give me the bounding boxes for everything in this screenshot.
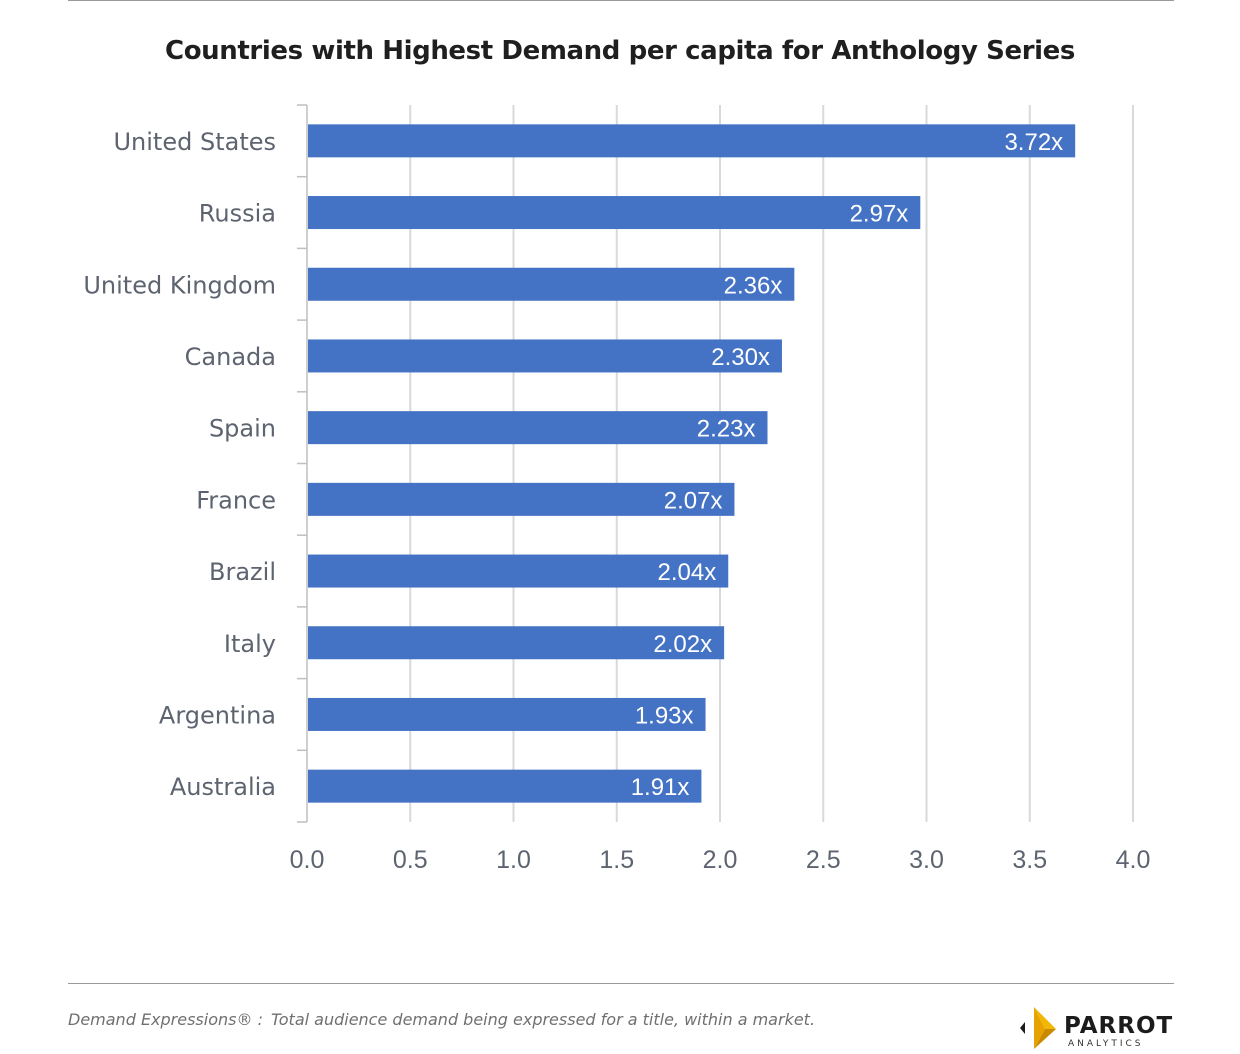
x-tick-label: 1.5 [599, 846, 634, 874]
category-label: Spain [209, 415, 276, 443]
category-label: Canada [185, 343, 276, 371]
top-rule [68, 0, 1174, 1]
category-labels: United States Russia United Kingdom Canada S… [83, 128, 276, 801]
data-label: 2.30x [711, 344, 770, 371]
data-label: 2.07x [664, 487, 723, 514]
data-label: 1.91x [631, 774, 690, 801]
bar [308, 124, 1076, 158]
bar [308, 411, 768, 445]
bar [308, 697, 706, 731]
bottom-rule [68, 983, 1174, 984]
category-label: Argentina [159, 701, 276, 729]
category-label: Russia [199, 200, 276, 228]
category-label: France [196, 486, 276, 514]
category-label: United States [113, 128, 276, 156]
footnote-term: Demand Expressions® : [68, 1010, 263, 1029]
y-axis [297, 104, 308, 823]
bar [308, 626, 725, 660]
bar [308, 196, 921, 230]
data-label: 2.97x [850, 201, 909, 228]
x-tick-label: 1.0 [496, 846, 531, 874]
data-label: 2.36x [724, 272, 783, 299]
category-label: Italy [224, 630, 276, 658]
bar-chart: 3.72x 2.97x 2.36x 2.30x 2.23x 2.07x 2.04x 2.02x… [83, 104, 1151, 874]
bar [308, 769, 702, 803]
parrot-analytics-logo: PARROT ANALYTICS [1012, 1003, 1182, 1053]
bar [308, 482, 735, 516]
category-label: Brazil [209, 558, 276, 586]
data-label: 1.93x [635, 702, 694, 729]
x-tick-label: 2.5 [806, 846, 841, 874]
bars: 3.72x 2.97x 2.36x 2.30x 2.23x 2.07x 2.04x 2.02x… [308, 124, 1076, 803]
category-label: Australia [170, 773, 276, 801]
logo-sub: ANALYTICS [1068, 1039, 1144, 1049]
x-tick-label: 3.5 [1012, 846, 1047, 874]
data-label: 3.72x [1004, 129, 1063, 156]
footnote-text: Total audience demand being expressed fo… [270, 1010, 816, 1029]
x-tick-label: 0.5 [393, 846, 428, 874]
footnote: Demand Expressions® : Total audience dema… [68, 1010, 815, 1029]
bar [308, 554, 729, 588]
logo-name: PARROT [1064, 1013, 1174, 1039]
chart-title: Countries with Highest Demand per capita… [165, 36, 1075, 66]
x-tick-labels: 0.0 0.5 1.0 1.5 2.0 2.5 3.0 3.5 4.0 [290, 846, 1151, 874]
data-label: 2.23x [697, 416, 756, 443]
data-label: 2.02x [653, 631, 712, 658]
data-label: 2.04x [658, 559, 717, 586]
x-tick-label: 2.0 [703, 846, 738, 874]
x-tick-label: 0.0 [290, 846, 325, 874]
parrot-logo-icon [1020, 1007, 1056, 1049]
bar [308, 339, 782, 373]
category-label: United Kingdom [83, 271, 276, 299]
x-tick-label: 3.0 [909, 846, 944, 874]
x-tick-label: 4.0 [1116, 846, 1151, 874]
bar [308, 267, 795, 301]
